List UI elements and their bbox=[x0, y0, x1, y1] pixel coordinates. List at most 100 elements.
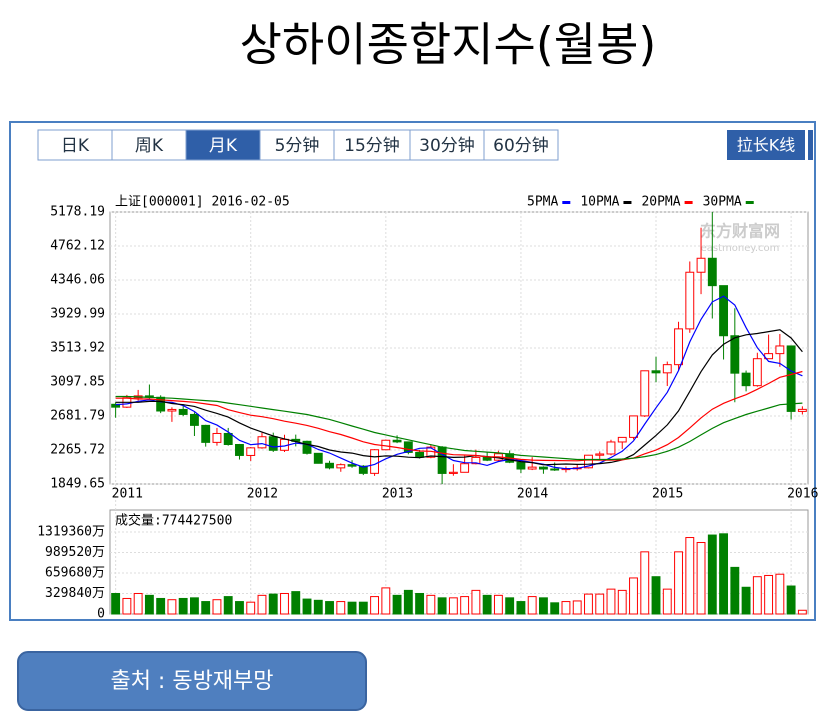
period-label[interactable]: 60分钟 bbox=[493, 136, 549, 156]
period-button[interactable] bbox=[37, 129, 113, 161]
volume-bar bbox=[122, 597, 132, 615]
volume-bar bbox=[111, 592, 121, 615]
period-button[interactable] bbox=[111, 129, 187, 161]
candle-body bbox=[325, 462, 334, 469]
chart-frame bbox=[9, 121, 816, 621]
legend-swatch bbox=[745, 201, 754, 204]
candle-body bbox=[201, 424, 211, 443]
candle-body bbox=[584, 454, 593, 469]
candle-body bbox=[696, 257, 706, 273]
y-tick-label: 3929.99 bbox=[50, 306, 105, 321]
volume-tick-label: 659680万 bbox=[45, 565, 105, 580]
candle-body bbox=[336, 464, 346, 469]
volume-bar bbox=[764, 574, 774, 615]
legend-swatch bbox=[562, 201, 571, 204]
volume-bar bbox=[730, 566, 740, 615]
volume-bar bbox=[493, 594, 503, 615]
source-text: 출처 : 동방재부망 bbox=[110, 669, 273, 694]
volume-bar bbox=[257, 594, 267, 615]
legend-swatch bbox=[623, 201, 632, 204]
stretch-label[interactable]: 拉长K线 bbox=[737, 136, 796, 155]
page-title: 상하이종합지수(월봉) bbox=[240, 18, 657, 72]
candle-body bbox=[752, 358, 762, 387]
volume-bar bbox=[358, 601, 368, 615]
volume-bar bbox=[516, 601, 526, 615]
candle-body bbox=[606, 441, 616, 455]
volume-bar bbox=[189, 597, 199, 615]
candle-body bbox=[775, 345, 785, 355]
candle-body bbox=[730, 335, 740, 374]
volume-bar bbox=[482, 594, 492, 615]
candle-body bbox=[651, 370, 661, 374]
volume-bar bbox=[741, 586, 751, 615]
x-tick-label: 2012 bbox=[247, 487, 278, 502]
volume-bar bbox=[167, 599, 177, 615]
candle-body bbox=[246, 447, 256, 456]
legend-label: 30PMA bbox=[703, 195, 742, 210]
volume-bar bbox=[797, 609, 807, 615]
candle-body bbox=[448, 471, 458, 474]
volume-bar bbox=[291, 591, 301, 615]
period-label[interactable]: 15分钟 bbox=[344, 136, 400, 156]
volume-bar bbox=[313, 599, 323, 615]
candle-body bbox=[685, 271, 695, 330]
candle-body bbox=[223, 432, 233, 446]
volume-bar bbox=[640, 551, 650, 615]
y-tick-label: 3097.85 bbox=[50, 375, 105, 390]
volume-bar bbox=[437, 597, 447, 615]
volume-bar bbox=[325, 601, 334, 615]
volume-bar bbox=[752, 576, 762, 615]
stretch-button[interactable] bbox=[727, 130, 805, 160]
y-tick-label: 1849.65 bbox=[50, 477, 105, 492]
legend-label: 5PMA bbox=[527, 195, 558, 210]
period-label[interactable]: 日K bbox=[61, 136, 90, 156]
candle-body bbox=[786, 345, 796, 412]
volume-bar bbox=[246, 601, 256, 615]
volume-bar bbox=[629, 577, 638, 615]
y-tick-label: 4762.12 bbox=[50, 239, 105, 254]
period-label[interactable]: 月K bbox=[209, 136, 238, 156]
candle-body bbox=[471, 456, 481, 465]
volume-bar bbox=[144, 594, 154, 615]
candle-body bbox=[437, 446, 447, 474]
candle-body bbox=[178, 408, 188, 415]
period-button[interactable] bbox=[333, 129, 411, 161]
volume-bar bbox=[550, 602, 560, 615]
candle-body bbox=[403, 441, 413, 453]
volume-bar bbox=[538, 597, 548, 615]
period-button[interactable] bbox=[483, 129, 559, 161]
candle-body bbox=[167, 408, 177, 412]
candle-body bbox=[358, 465, 368, 474]
volume-bar bbox=[505, 597, 515, 615]
candle-body bbox=[257, 436, 267, 449]
volume-bar bbox=[156, 597, 166, 615]
volume-bar bbox=[674, 551, 683, 615]
period-button[interactable] bbox=[409, 129, 485, 161]
period-label[interactable]: 30分钟 bbox=[419, 136, 475, 156]
volume-bar bbox=[572, 600, 582, 615]
candle-body bbox=[719, 285, 729, 337]
volume-bar bbox=[448, 597, 458, 615]
candle-body bbox=[617, 436, 627, 443]
volume-bar bbox=[719, 533, 729, 615]
watermark-sub: eastmoney.com bbox=[701, 243, 780, 254]
volume-bar bbox=[133, 592, 143, 615]
volume-bar bbox=[775, 573, 785, 615]
candle-body bbox=[392, 439, 402, 443]
y-tick-label: 5178.19 bbox=[50, 205, 105, 220]
volume-bar bbox=[336, 601, 346, 615]
volume-bar bbox=[403, 589, 413, 615]
x-tick-label: 2015 bbox=[652, 487, 683, 502]
period-button[interactable] bbox=[185, 129, 261, 161]
volume-bar bbox=[392, 594, 402, 615]
volume-bar bbox=[415, 592, 425, 615]
volume-bar bbox=[426, 594, 436, 615]
volume-bar bbox=[347, 601, 357, 615]
period-button[interactable] bbox=[259, 129, 335, 161]
volume-tick-label: 1319360万 bbox=[37, 524, 105, 539]
candle-body bbox=[538, 466, 548, 470]
period-label[interactable]: 5分钟 bbox=[275, 136, 320, 156]
period-label[interactable]: 周K bbox=[135, 136, 164, 156]
volume-bar bbox=[178, 597, 188, 615]
